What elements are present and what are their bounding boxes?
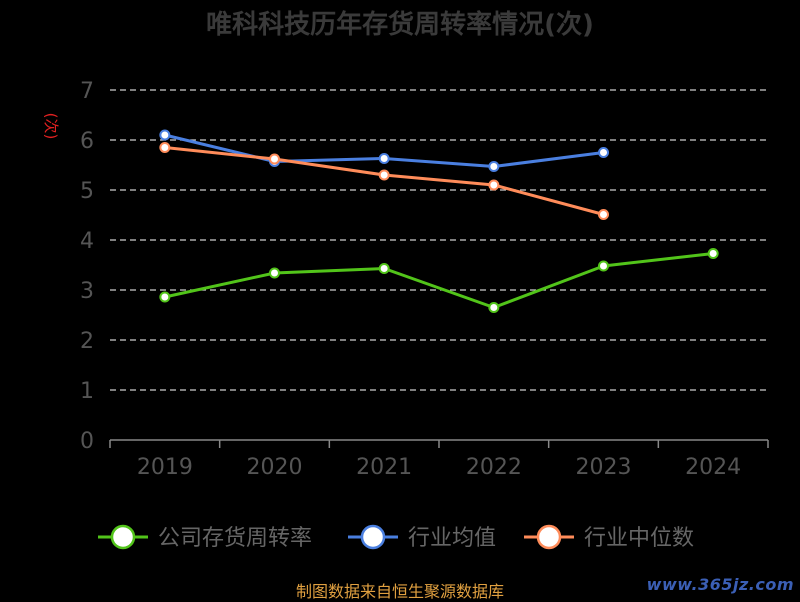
y-tick-label-5: 5 — [80, 179, 94, 204]
data-point-s2-2019 — [159, 142, 171, 153]
grid-lines — [110, 89, 768, 391]
legend-marker-1 — [360, 524, 386, 550]
y-tick-label-4: 4 — [80, 229, 94, 254]
data-point-s0-2020 — [269, 267, 280, 279]
x-tick-label-2022: 2022 — [466, 455, 522, 480]
data-point-s0-2021 — [378, 263, 390, 274]
y-tick-label-1: 1 — [80, 379, 94, 404]
axes: 0 1 2 3 4 5 6 7 (次) 2019 2020 2021 2022 2023 2024 — [42, 79, 769, 480]
data-point-s0-2022 — [488, 302, 500, 313]
y-tick-label-3: 3 — [80, 279, 94, 304]
y-tick-label-6: 6 — [80, 129, 94, 154]
legend-label-2: 行业中位数 — [584, 526, 694, 551]
data-point-s1-2019 — [159, 129, 171, 141]
y-tick-label-0: 0 — [80, 429, 94, 454]
x-tick-label-2019: 2019 — [137, 455, 193, 480]
x-tick-label-2020: 2020 — [247, 455, 303, 480]
y-tick-label-2: 2 — [80, 329, 94, 354]
data-point-s0-2024 — [707, 248, 719, 259]
data-point-s2-2021 — [378, 169, 390, 181]
data-point-s1-2022 — [488, 161, 500, 172]
chart-title: 唯科科技历年存货周转率情况(次) — [206, 10, 594, 40]
x-tick-label-2024: 2024 — [685, 455, 741, 480]
data-point-s1-2023 — [598, 147, 609, 158]
data-point-s2-2020 — [269, 153, 280, 165]
data-point-s2-2023 — [598, 209, 609, 220]
series-line-0 — [164, 252, 714, 309]
x-tick-label-2021: 2021 — [356, 455, 412, 480]
legend: 公司存货周转率 行业均值 行业中位数 — [98, 524, 694, 551]
source-note: 制图数据来自恒生聚源数据库 — [295, 582, 504, 601]
legend-label-1: 行业均值 — [408, 526, 496, 551]
legend-label-0: 公司存货周转率 — [158, 526, 312, 551]
x-tick-label-2023: 2023 — [576, 455, 632, 480]
series-lines — [159, 129, 719, 313]
legend-marker-2 — [536, 524, 562, 550]
legend-marker-0 — [110, 524, 136, 550]
watermark: www.365jz.com — [646, 575, 794, 594]
y-axis-label: (次) — [42, 113, 60, 140]
data-point-s1-2021 — [378, 153, 390, 164]
y-tick-label-7: 7 — [80, 79, 94, 104]
data-point-s0-2023 — [598, 260, 609, 272]
data-point-s0-2019 — [159, 291, 171, 303]
data-point-s2-2022 — [488, 179, 500, 191]
